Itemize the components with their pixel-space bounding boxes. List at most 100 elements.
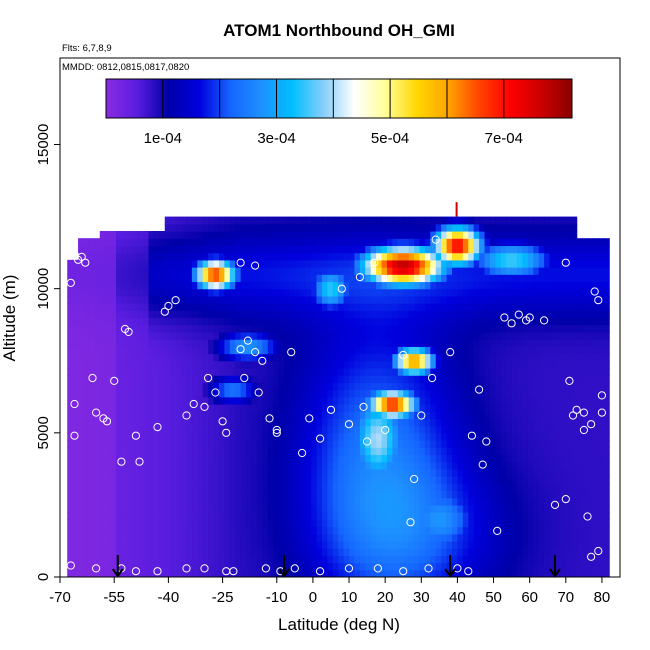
heat-cell	[435, 533, 442, 542]
heat-cell	[148, 331, 155, 340]
heat-cell	[251, 461, 258, 470]
heat-cell	[273, 259, 280, 268]
heat-cell	[506, 519, 513, 528]
heat-cell	[452, 245, 459, 254]
heat-cell	[235, 252, 242, 261]
heat-cell	[126, 339, 133, 347]
heat-cell	[571, 504, 578, 513]
heat-cell	[408, 317, 415, 326]
heat-cell	[197, 512, 204, 520]
heat-cell	[565, 396, 572, 405]
heat-cell	[300, 468, 307, 477]
heat-cell	[300, 238, 307, 247]
heat-cell	[153, 295, 160, 304]
heat-cell	[72, 382, 79, 391]
heat-cell	[484, 295, 491, 304]
heat-cell	[592, 432, 599, 441]
heat-cell	[392, 288, 399, 297]
heat-cell	[403, 411, 410, 420]
heat-cell	[229, 295, 236, 304]
heat-cell	[251, 490, 258, 499]
heat-cell	[587, 404, 594, 412]
heat-cell	[191, 519, 198, 528]
heat-cell	[67, 360, 74, 369]
heat-cell	[316, 295, 323, 304]
heat-cell	[397, 346, 404, 355]
heat-cell	[603, 468, 610, 477]
heat-cell	[164, 454, 171, 463]
heat-cell	[414, 447, 421, 456]
heat-cell	[251, 483, 258, 492]
heat-cell	[262, 425, 269, 434]
heat-cell	[67, 454, 74, 463]
heat-cell	[403, 295, 410, 304]
heat-cell	[126, 303, 133, 311]
heat-cell	[311, 245, 318, 254]
heat-cell	[105, 533, 112, 542]
heat-cell	[479, 447, 486, 456]
heat-cell	[386, 223, 393, 232]
heat-cell	[208, 418, 215, 427]
heat-cell	[500, 526, 507, 535]
heat-cell	[419, 245, 426, 254]
heat-cell	[246, 497, 253, 506]
heat-cell	[110, 317, 117, 326]
heat-cell	[294, 454, 301, 463]
heat-cell	[72, 324, 79, 333]
heat-cell	[452, 533, 459, 542]
heat-cell	[88, 389, 95, 398]
heat-cell	[511, 259, 518, 268]
heat-cell	[229, 476, 236, 484]
heat-cell	[321, 360, 328, 369]
heat-cell	[386, 418, 393, 427]
heat-cell	[294, 490, 301, 499]
heat-cell	[94, 267, 101, 275]
heat-cell	[549, 353, 556, 362]
heat-cell	[110, 526, 117, 535]
heat-cell	[408, 339, 415, 347]
heat-cell	[452, 454, 459, 463]
heat-cell	[397, 389, 404, 398]
heat-cell	[256, 569, 263, 577]
heat-cell	[343, 360, 350, 369]
heat-cell	[186, 468, 193, 477]
heat-cell	[479, 468, 486, 477]
heat-cell	[202, 519, 209, 528]
heat-cell	[598, 447, 605, 456]
heat-cell	[289, 231, 296, 239]
heat-cell	[181, 404, 188, 412]
heat-cell	[603, 310, 610, 319]
heat-cell	[343, 533, 350, 542]
heat-cell	[289, 540, 296, 549]
heat-cell	[544, 274, 551, 283]
heat-cell	[83, 461, 90, 470]
heat-cell	[262, 346, 269, 355]
heat-cell	[468, 274, 475, 283]
heat-cell	[208, 440, 215, 448]
heat-cell	[462, 353, 469, 362]
heat-cell	[202, 432, 209, 441]
heat-cell	[354, 411, 361, 420]
heat-cell	[435, 223, 442, 232]
heat-cell	[479, 324, 486, 333]
heat-cell	[338, 317, 345, 326]
heat-cell	[549, 432, 556, 441]
heat-cell	[273, 231, 280, 239]
heat-cell	[311, 295, 318, 304]
heat-cell	[229, 281, 236, 290]
sample-point	[131, 431, 140, 440]
heat-cell	[164, 353, 171, 362]
heat-cell	[262, 548, 269, 556]
heat-cell	[489, 404, 496, 412]
heat-cell	[495, 295, 502, 304]
heat-cell	[256, 447, 263, 456]
heat-cell	[305, 310, 312, 319]
heat-cell	[484, 288, 491, 297]
heat-cell	[99, 274, 106, 283]
heat-cell	[186, 432, 193, 441]
heat-cell	[381, 360, 388, 369]
heat-cell	[370, 295, 377, 304]
heat-cell	[414, 454, 421, 463]
heat-cell	[153, 346, 160, 355]
heat-cell	[386, 382, 393, 391]
